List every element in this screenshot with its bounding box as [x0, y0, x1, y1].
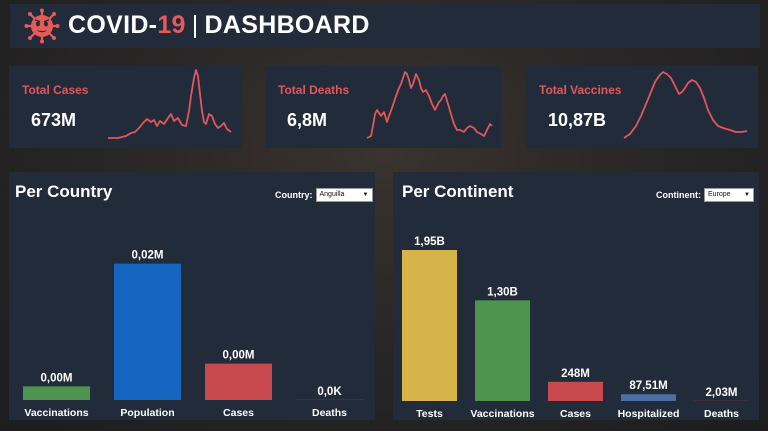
per-country-panel: Per Country Country: Anguilla ▼ 0,00M Vacc…: [9, 172, 375, 420]
kpi-label: Total Vaccines: [539, 83, 622, 97]
kpi-total-cases: Total Cases 673M: [9, 66, 242, 148]
data-label: 2,03M: [706, 387, 738, 399]
data-label: 1,30B: [487, 286, 518, 298]
category-label: Cases: [223, 407, 254, 419]
kpi-label: Total Cases: [22, 83, 89, 97]
kpi-total-vaccines: Total Vaccines 10,87B: [526, 66, 758, 148]
bar-hospitalized: [621, 394, 676, 401]
data-label: 0,0K: [317, 386, 342, 398]
per-country-chart: 0,00M Vaccinations 0,02M Population 0,00M Cas…: [23, 250, 363, 419]
bar-vaccinations: [23, 386, 90, 400]
continent-filter-label: Continent:: [656, 190, 701, 200]
data-label: 0,00M: [41, 372, 73, 384]
cases-sparkline: [108, 69, 232, 139]
bar-vaccinations: [475, 300, 530, 401]
category-label: Population: [120, 407, 174, 419]
kpi-value: 6,8M: [287, 110, 328, 130]
data-label: 1,95B: [414, 236, 445, 248]
vaccines-sparkline: [623, 71, 748, 139]
title-bar: COVID-19 | DASHBOARD: [10, 4, 760, 48]
country-filter-label: Country:: [275, 190, 313, 200]
per-country-title: Per Country: [15, 182, 113, 201]
title-sub: DASHBOARD: [204, 11, 370, 39]
per-continent-title: Per Continent: [402, 182, 514, 201]
category-label: Deaths: [704, 408, 739, 420]
kpi-value: 10,87B: [548, 110, 607, 130]
page-title: COVID-19 | DASHBOARD: [68, 11, 370, 40]
per-continent-panel: Per Continent Continent: Europe ▼ 1,95B Te…: [393, 172, 759, 420]
per-continent-chart: 1,95B Tests 1,30B Vaccinations 248M Cases 87,5…: [402, 236, 749, 420]
continent-filter: Continent: Europe ▼: [656, 188, 754, 202]
country-select[interactable]: Anguilla ▼: [315, 188, 373, 202]
country-select-value: Anguilla: [319, 191, 345, 198]
continent-select[interactable]: Europe ▼: [704, 188, 754, 202]
kpi-total-deaths: Total Deaths 6,8M: [265, 66, 501, 148]
title-separator: |: [191, 11, 199, 39]
data-label: 87,51M: [629, 380, 667, 392]
dropdown-arrow-icon: ▼: [744, 192, 750, 198]
category-label: Tests: [416, 408, 443, 420]
category-label: Cases: [560, 408, 591, 420]
title-main: COVID-: [68, 11, 158, 39]
category-label: Vaccinations: [24, 407, 88, 419]
kpi-value: 673M: [31, 110, 77, 130]
category-label: Deaths: [312, 407, 347, 419]
country-filter: Country: Anguilla ▼: [275, 188, 373, 202]
virus-icon: [24, 8, 60, 44]
data-label: 0,02M: [132, 250, 164, 262]
kpi-label: Total Deaths: [278, 83, 350, 97]
deaths-sparkline: [366, 71, 493, 139]
data-label: 0,00M: [223, 350, 255, 362]
bar-population: [114, 263, 181, 400]
bar-cases: [548, 381, 603, 401]
dropdown-arrow-icon: ▼: [362, 192, 369, 198]
data-label: 248M: [561, 368, 590, 380]
bar-tests: [402, 250, 457, 401]
category-label: Hospitalized: [618, 408, 680, 420]
title-accent: 19: [157, 11, 186, 39]
continent-select-value: Europe: [708, 191, 731, 198]
category-label: Vaccinations: [470, 408, 534, 420]
bar-cases: [205, 363, 272, 400]
